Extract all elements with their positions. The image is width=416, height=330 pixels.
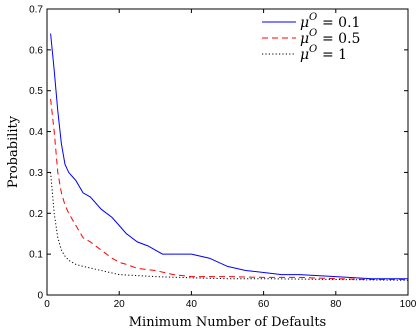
y-tick-label: 0.3 bbox=[29, 168, 43, 179]
series-layer bbox=[50, 33, 409, 281]
x-tick-label: 80 bbox=[330, 299, 342, 310]
y-tick-label: 0.5 bbox=[29, 86, 43, 97]
legend-label-2: μ bbox=[300, 31, 309, 47]
legend-value-3: = 1 bbox=[322, 47, 347, 63]
x-tick-label: 20 bbox=[114, 299, 126, 310]
series-line-1 bbox=[50, 33, 408, 280]
legend-superscript-2: O bbox=[309, 28, 317, 39]
y-axis-label: Probability bbox=[6, 115, 21, 188]
legend-value-1: = 0.1 bbox=[322, 15, 360, 31]
legend-superscript-1: O bbox=[309, 12, 317, 23]
x-tick-label: 0 bbox=[44, 299, 50, 310]
x-axis: 0 20 40 60 80 100 bbox=[44, 9, 416, 310]
legend-value-2: = 0.5 bbox=[322, 31, 360, 47]
y-tick-label: 0.1 bbox=[29, 250, 43, 261]
series-line-2 bbox=[50, 98, 408, 280]
y-tick-label: 0.6 bbox=[29, 45, 43, 56]
x-tick-label: 60 bbox=[258, 299, 270, 310]
legend-label-1: μ bbox=[300, 15, 309, 31]
y-tick-label: 0.4 bbox=[29, 127, 43, 138]
x-tick-label: 100 bbox=[400, 299, 416, 310]
legend-superscript-3: O bbox=[309, 44, 317, 55]
y-tick-label: 0.7 bbox=[29, 5, 43, 16]
series-line-3 bbox=[50, 172, 409, 281]
legend: μ O = 0.1μ O = 0.5μ O = 1 bbox=[262, 12, 360, 63]
legend-label-3: μ bbox=[300, 47, 309, 63]
y-tick-label: 0 bbox=[37, 291, 43, 302]
y-axis: 0 0.1 0.2 0.3 0.4 0.5 0.6 0.7 bbox=[29, 5, 408, 302]
plot-area bbox=[46, 8, 409, 296]
x-tick-label: 40 bbox=[186, 299, 198, 310]
y-tick-label: 0.2 bbox=[29, 209, 43, 220]
x-axis-label: Minimum Number of Defaults bbox=[129, 315, 326, 330]
